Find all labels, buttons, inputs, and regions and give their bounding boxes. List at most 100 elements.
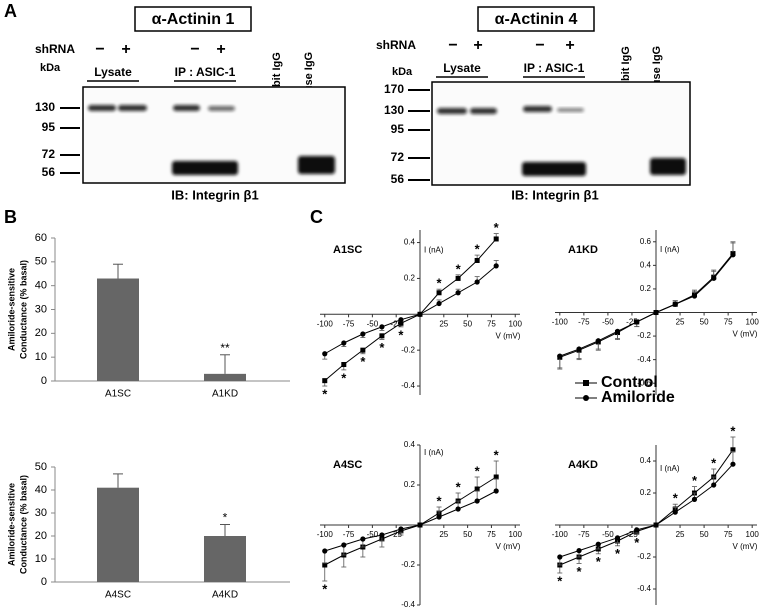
kda-label: kDa <box>40 62 61 74</box>
mw-marker: 95 <box>391 122 405 136</box>
point <box>653 522 659 528</box>
x-tick-label: -25 <box>626 530 638 539</box>
x-tick-label: 100 <box>746 530 760 539</box>
y-tick-label: -0.4 <box>401 381 415 390</box>
point <box>398 317 404 323</box>
point <box>595 338 601 344</box>
chart-title: A4KD <box>568 459 598 471</box>
point <box>711 482 717 488</box>
lane-group: IP : ASIC-1 <box>524 61 585 75</box>
point <box>379 333 385 339</box>
significance: * <box>223 511 228 525</box>
panel-label: A <box>4 1 17 21</box>
point <box>417 522 423 528</box>
series-line <box>324 476 497 566</box>
mw-marker: 56 <box>391 172 405 186</box>
lane-sign: − <box>95 41 104 58</box>
mw-marker: 72 <box>391 150 405 164</box>
x-tick-label: -100 <box>552 530 569 539</box>
y-tick-label: -0.4 <box>401 600 415 609</box>
x-tick-label: 75 <box>724 530 733 539</box>
x-tick-label: -75 <box>343 319 355 328</box>
series-line <box>324 238 497 382</box>
point <box>360 347 366 353</box>
y-tick-label: 10 <box>35 553 47 565</box>
y-axis-label: Amiloride-sensitive <box>6 268 16 351</box>
point <box>672 301 678 307</box>
x-tick-label: -25 <box>390 319 402 328</box>
x-axis-label: V (mV) <box>496 331 521 340</box>
shrna-label: shRNA <box>35 42 75 56</box>
kda-label: kDa <box>392 66 413 78</box>
x-tick-label: 50 <box>700 318 709 327</box>
band <box>470 108 497 114</box>
mw-marker: 130 <box>384 103 404 117</box>
point <box>398 526 404 532</box>
band <box>173 105 200 111</box>
y-tick-label: 0.4 <box>404 440 416 449</box>
y-tick-label: 10 <box>35 351 47 363</box>
x-tick-label: -25 <box>390 530 402 539</box>
series-line <box>559 463 734 558</box>
chart-title: A4SC <box>333 459 362 471</box>
x-tick-label: -75 <box>578 318 590 327</box>
point <box>474 257 480 263</box>
significance: * <box>673 491 679 506</box>
point <box>322 548 328 554</box>
point <box>341 340 347 346</box>
point <box>595 541 601 547</box>
significance: * <box>398 327 404 342</box>
x-tick-label: 75 <box>487 319 496 328</box>
y-tick-label: 0.4 <box>640 260 652 269</box>
x-tick-label: A4SC <box>105 590 131 601</box>
y-tick-label: -0.4 <box>637 355 651 364</box>
point <box>455 290 461 296</box>
x-axis-label: V (mV) <box>733 542 758 551</box>
x-tick-label: A1KD <box>212 389 238 400</box>
x-tick-label: A1SC <box>105 389 131 400</box>
x-tick-label: -100 <box>317 319 334 328</box>
y-tick-label: 0.6 <box>640 237 652 246</box>
mw-marker: 56 <box>42 165 56 179</box>
x-tick-label: 25 <box>676 318 685 327</box>
point <box>730 447 736 453</box>
x-tick-label: -50 <box>602 318 614 327</box>
mw-marker: 170 <box>384 82 404 96</box>
point <box>493 488 499 494</box>
lane-sign: + <box>121 41 130 58</box>
y-tick-label: -0.6 <box>637 378 651 387</box>
point <box>493 263 499 269</box>
band <box>172 161 238 175</box>
significance: * <box>494 220 500 235</box>
lane-sign: − <box>190 41 199 58</box>
y-tick-label: 50 <box>35 461 47 473</box>
point <box>691 293 698 299</box>
point <box>360 536 366 542</box>
x-tick-label: 100 <box>509 319 523 328</box>
point <box>360 331 366 337</box>
y-tick-label: 0.2 <box>640 488 652 497</box>
y-tick-label: 0.4 <box>640 456 652 465</box>
x-tick-label: -75 <box>343 530 355 539</box>
point <box>672 509 678 515</box>
significance: * <box>456 261 462 276</box>
significance: * <box>577 564 583 579</box>
y-tick-label: 0.2 <box>404 480 416 489</box>
x-axis-label: V (mV) <box>496 542 521 551</box>
y-tick-label: 40 <box>35 280 47 292</box>
point <box>730 252 736 258</box>
band <box>88 105 116 111</box>
point <box>398 320 404 326</box>
significance: * <box>557 573 563 588</box>
x-tick-label: 25 <box>676 530 685 539</box>
y-tick-label: -0.4 <box>637 584 651 593</box>
x-axis-label: V (mV) <box>733 330 758 339</box>
point <box>455 275 461 281</box>
y-tick-label: 30 <box>35 303 47 315</box>
y-tick-label: 50 <box>35 256 47 268</box>
y-axis-label: I (nA) <box>660 245 680 254</box>
point <box>474 498 480 504</box>
point <box>417 311 423 317</box>
significance: ** <box>220 341 230 355</box>
x-tick-label: 50 <box>700 530 709 539</box>
